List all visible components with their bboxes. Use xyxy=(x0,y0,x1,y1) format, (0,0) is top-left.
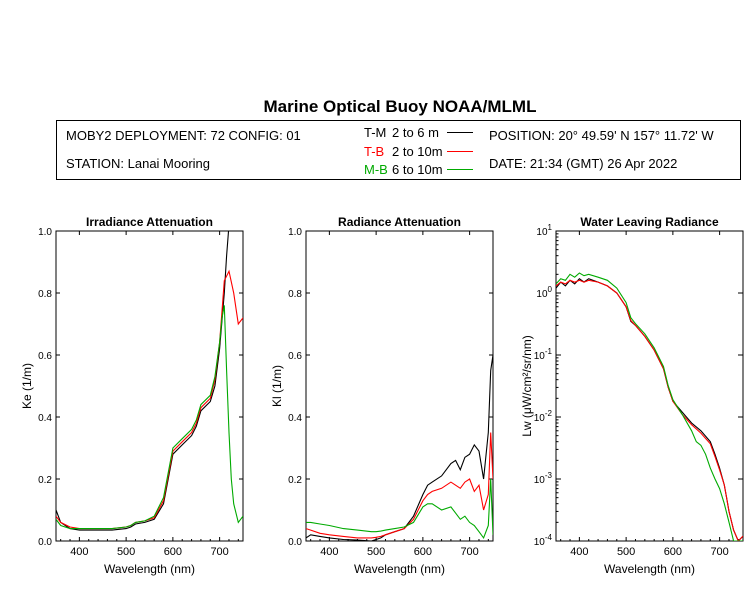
legend-range-mb: 6 to 10m xyxy=(392,162,443,177)
irradiance-series-t-m xyxy=(56,231,230,531)
legend-range-tb: 2 to 10m xyxy=(392,144,443,159)
water-leaving-y-tick-exp: 1 xyxy=(548,223,553,232)
legend-name-tm: T-M xyxy=(364,125,387,140)
radiance-y-tick-label: 0.8 xyxy=(288,289,302,300)
water-leaving-y-tick-exp: -3 xyxy=(545,471,553,480)
radiance-y-tick-label: 0.6 xyxy=(288,351,302,362)
irradiance-y-tick-label: 0.0 xyxy=(38,537,52,548)
legend-name-tb: T-B xyxy=(364,144,385,159)
water-leaving-y-tick-label: 101 xyxy=(536,223,552,238)
irradiance-series-t-b xyxy=(56,269,243,530)
irradiance-x-tick-label: 400 xyxy=(70,546,88,558)
position-text: POSITION: 20° 49.59' N 157° 11.72' W xyxy=(489,128,714,143)
water-leaving-y-tick-base: 10 xyxy=(534,351,546,362)
radiance-x-tick-label: 500 xyxy=(367,546,385,558)
radiance-series-t-b xyxy=(306,432,493,539)
radiance-series-t-m xyxy=(306,354,493,541)
radiance-x-tick-label: 700 xyxy=(460,546,478,558)
water-leaving-y-tick-base: 10 xyxy=(536,289,548,300)
water-leaving-x-axis-label: Wavelength (nm) xyxy=(604,562,695,576)
legend-line-tb xyxy=(447,151,473,152)
radiance-series-m-b xyxy=(306,478,493,540)
water-leaving-y-tick-exp: 0 xyxy=(548,285,553,294)
irradiance-x-axis-label: Wavelength (nm) xyxy=(104,562,195,576)
radiance-y-tick-label: 1.0 xyxy=(288,227,302,238)
water-leaving-x-tick-label: 700 xyxy=(710,546,728,558)
water-leaving-y-tick-label: 10-2 xyxy=(534,409,553,424)
radiance-y-tick-label: 0.2 xyxy=(288,475,302,486)
radiance-plot-frame xyxy=(305,230,494,542)
water-leaving-y-tick-base: 10 xyxy=(534,475,546,486)
water-leaving-plot-frame xyxy=(555,230,744,542)
irradiance-y-tick-label: 0.4 xyxy=(38,413,52,424)
main-title: Marine Optical Buoy NOAA/MLML xyxy=(263,97,537,116)
water-leaving-y-tick-exp: -2 xyxy=(545,409,553,418)
irradiance-x-tick-label: 600 xyxy=(164,546,182,558)
radiance-x-tick-label: 400 xyxy=(320,546,338,558)
water-leaving-y-tick-exp: -1 xyxy=(545,347,553,356)
irradiance-y-tick-label: 0.2 xyxy=(38,475,52,486)
water-leaving-y-axis-label: Lw (μW/cm²/sr/nm) xyxy=(520,335,534,437)
water-leaving-y-tick-base: 10 xyxy=(534,413,546,424)
irradiance-chart-title: Irradiance Attenuation xyxy=(86,215,213,229)
radiance-y-tick-label: 0.0 xyxy=(288,537,302,548)
radiance-x-tick-label: 600 xyxy=(414,546,432,558)
irradiance-series-m-b xyxy=(56,305,243,530)
legend-line-tm xyxy=(447,132,473,133)
irradiance-plot-frame xyxy=(55,230,244,542)
date-text: DATE: 21:34 (GMT) 26 Apr 2022 xyxy=(489,156,678,171)
irradiance-y-tick-label: 1.0 xyxy=(38,227,52,238)
irradiance-y-tick-label: 0.8 xyxy=(38,289,52,300)
water-leaving-series-t-m xyxy=(556,277,743,541)
deployment-text: MOBY2 DEPLOYMENT: 72 CONFIG: 01 xyxy=(66,128,301,143)
water-leaving-chart-title: Water Leaving Radiance xyxy=(580,215,719,229)
irradiance-x-tick-label: 500 xyxy=(117,546,135,558)
water-leaving-y-tick-base: 10 xyxy=(534,537,546,548)
water-leaving-x-tick-label: 400 xyxy=(570,546,588,558)
water-leaving-y-tick-label: 100 xyxy=(536,285,552,300)
water-leaving-y-tick-base: 10 xyxy=(536,227,548,238)
station-text: STATION: Lanai Mooring xyxy=(66,156,211,171)
legend-range-tm: 2 to 6 m xyxy=(392,125,439,140)
water-leaving-series-m-b xyxy=(556,272,743,541)
legend-line-mb xyxy=(447,169,473,170)
water-leaving-x-tick-label: 500 xyxy=(617,546,635,558)
radiance-chart-title: Radiance Attenuation xyxy=(338,215,461,229)
water-leaving-x-tick-label: 600 xyxy=(664,546,682,558)
irradiance-x-tick-label: 700 xyxy=(210,546,228,558)
info-box: MOBY2 DEPLOYMENT: 72 CONFIG: 01 STATION:… xyxy=(56,120,741,180)
water-leaving-y-tick-exp: -4 xyxy=(545,533,553,542)
water-leaving-y-tick-label: 10-1 xyxy=(534,347,553,362)
water-leaving-y-tick-label: 10-3 xyxy=(534,471,553,486)
water-leaving-y-tick-label: 10-4 xyxy=(534,533,553,548)
legend-name-mb: M-B xyxy=(364,162,388,177)
irradiance-y-axis-label: Ke (1/m) xyxy=(20,363,34,409)
radiance-x-axis-label: Wavelength (nm) xyxy=(354,562,445,576)
radiance-y-tick-label: 0.4 xyxy=(288,413,302,424)
radiance-y-axis-label: Kl (1/m) xyxy=(270,365,284,407)
irradiance-y-tick-label: 0.6 xyxy=(38,351,52,362)
water-leaving-series-t-b xyxy=(556,279,743,541)
